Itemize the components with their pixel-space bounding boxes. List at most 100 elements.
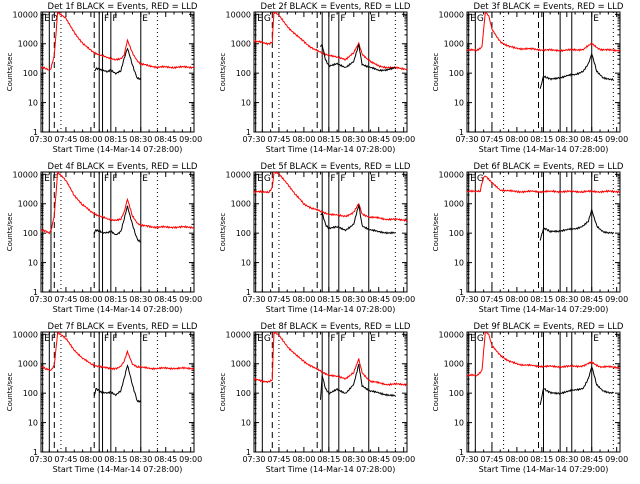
- x-axis-label: Start Time (14-Mar-14 07:28:00): [266, 145, 396, 154]
- x-tick-label: 08:45: [154, 295, 177, 304]
- y-axis-label: Counts/sec: [6, 213, 14, 252]
- y-tick-label: 10: [241, 99, 251, 108]
- y-axis-label: Counts/sec: [6, 53, 14, 92]
- chart-panel-5: 1 10 100 1000 10000 07:30 07:45 08:00 08:15 08:30…: [219, 162, 415, 314]
- x-tick-label: 08:15: [530, 295, 553, 304]
- x-tick-label: 07:45: [267, 455, 290, 464]
- x-tick-label: 07:30: [29, 455, 52, 464]
- chart-title: Det 3f BLACK = Events, RED = LLD: [474, 2, 624, 12]
- event-marker-label: E: [370, 174, 376, 184]
- event-marker-label: F: [112, 14, 117, 24]
- y-tick-label: 10000: [226, 330, 251, 339]
- event-marker-label: F: [340, 14, 345, 24]
- series-line-lld: [467, 12, 620, 53]
- event-marker-label: G: [477, 174, 484, 184]
- event-marker-label: F: [112, 334, 117, 344]
- y-tick-label: 10: [454, 419, 464, 428]
- x-tick-label: 07:45: [54, 295, 77, 304]
- x-tick-label: 07:45: [480, 295, 503, 304]
- y-tick-label: 1: [246, 128, 251, 137]
- chart-panel-3: 1 10 100 1000 10000 07:30 07:45 08:00 08:15 08:30…: [432, 2, 628, 154]
- y-tick-label: 1000: [18, 360, 38, 369]
- x-tick-label: 07:45: [267, 135, 290, 144]
- y-tick-label: 1: [246, 448, 251, 457]
- event-marker-label: E: [470, 334, 476, 344]
- x-tick-label: 09:00: [605, 455, 628, 464]
- x-tick-label: 07:45: [267, 295, 290, 304]
- chart-title: Det 9f BLACK = Events, RED = LLD: [474, 322, 624, 332]
- chart-title: Det 8f BLACK = Events, RED = LLD: [261, 322, 411, 332]
- series-group: [254, 332, 407, 400]
- series-line-lld: [467, 332, 620, 377]
- y-axis-label: Counts/sec: [432, 53, 440, 92]
- y-tick-label: 10: [28, 259, 38, 268]
- y-tick-label: 1: [246, 288, 251, 297]
- event-marker-label: E: [44, 14, 50, 24]
- x-tick-label: 09:00: [179, 135, 202, 144]
- x-tick-label: 08:00: [292, 135, 315, 144]
- series-group: [41, 12, 194, 81]
- event-marker-label: G: [264, 174, 271, 184]
- x-tick-label: 07:30: [242, 455, 265, 464]
- x-tick-label: 08:15: [317, 455, 340, 464]
- x-tick-label: 08:00: [292, 295, 315, 304]
- x-tick-label: 07:30: [29, 295, 52, 304]
- y-tick-label: 1: [459, 448, 464, 457]
- y-tick-label: 10: [28, 419, 38, 428]
- chart-panel-8: 1 10 100 1000 10000 07:30 07:45 08:00 08:15 08:30…: [219, 322, 415, 474]
- x-axis-label: Start Time (14-Mar-14 07:28:00): [53, 145, 183, 154]
- y-tick-label: 100: [449, 69, 464, 78]
- series-line-events: [539, 365, 614, 406]
- series-line-events: [539, 52, 614, 89]
- series-group: [41, 332, 194, 404]
- x-tick-label: 08:15: [530, 135, 553, 144]
- x-tick-label: 08:45: [580, 455, 603, 464]
- series-line-lld: [254, 172, 407, 223]
- series-line-events: [320, 203, 396, 235]
- chart-panel-6: 1 10 100 1000 10000 07:30 07:45 08:00 08:15 08:30…: [432, 162, 628, 314]
- y-tick-label: 100: [449, 389, 464, 398]
- y-tick-label: 1: [459, 128, 464, 137]
- y-tick-label: 1000: [231, 40, 251, 49]
- event-marker-label: F: [340, 174, 345, 184]
- chart-panel-9: 1 10 100 1000 10000 07:30 07:45 08:00 08:15 08:30…: [432, 322, 628, 474]
- event-marker-label: E: [257, 14, 263, 24]
- x-tick-label: 08:00: [292, 455, 315, 464]
- x-tick-label: 07:45: [480, 455, 503, 464]
- x-tick-label: 08:00: [79, 135, 102, 144]
- series-line-lld: [254, 12, 407, 71]
- event-marker-label: E: [142, 14, 148, 24]
- y-tick-label: 100: [236, 229, 251, 238]
- x-tick-label: 08:30: [129, 455, 152, 464]
- y-tick-label: 1: [33, 288, 38, 297]
- event-marker-label: E: [593, 14, 599, 24]
- y-tick-label: 1000: [444, 200, 464, 209]
- series-line-events: [93, 364, 142, 404]
- event-marker-label: E: [142, 174, 148, 184]
- y-tick-label: 1000: [444, 40, 464, 49]
- x-tick-label: 07:30: [455, 455, 478, 464]
- x-tick-label: 09:00: [179, 295, 202, 304]
- event-marker-label: F: [330, 174, 335, 184]
- event-marker-label: D: [51, 14, 58, 24]
- y-tick-label: 10000: [439, 10, 464, 19]
- event-marker-label: F: [52, 174, 57, 184]
- event-marker-label: F: [340, 334, 345, 344]
- event-marker-label: E: [257, 174, 263, 184]
- series-line-events: [320, 363, 396, 400]
- series-line-lld: [41, 332, 194, 372]
- series-line-lld: [254, 332, 407, 387]
- event-marker-label: E: [470, 174, 476, 184]
- x-tick-label: 08:30: [555, 135, 578, 144]
- event-marker-label: E: [593, 334, 599, 344]
- chart-title: Det 1f BLACK = Events, RED = LLD: [48, 2, 198, 12]
- x-tick-label: 08:30: [555, 455, 578, 464]
- x-tick-label: 07:30: [455, 135, 478, 144]
- y-tick-label: 100: [23, 69, 38, 78]
- event-marker-label: E: [44, 334, 50, 344]
- x-tick-label: 09:00: [179, 455, 202, 464]
- event-marker-label: G: [477, 334, 484, 344]
- plot-frame: [253, 331, 408, 453]
- y-tick-label: 100: [236, 389, 251, 398]
- y-axis-label: Counts/sec: [432, 213, 440, 252]
